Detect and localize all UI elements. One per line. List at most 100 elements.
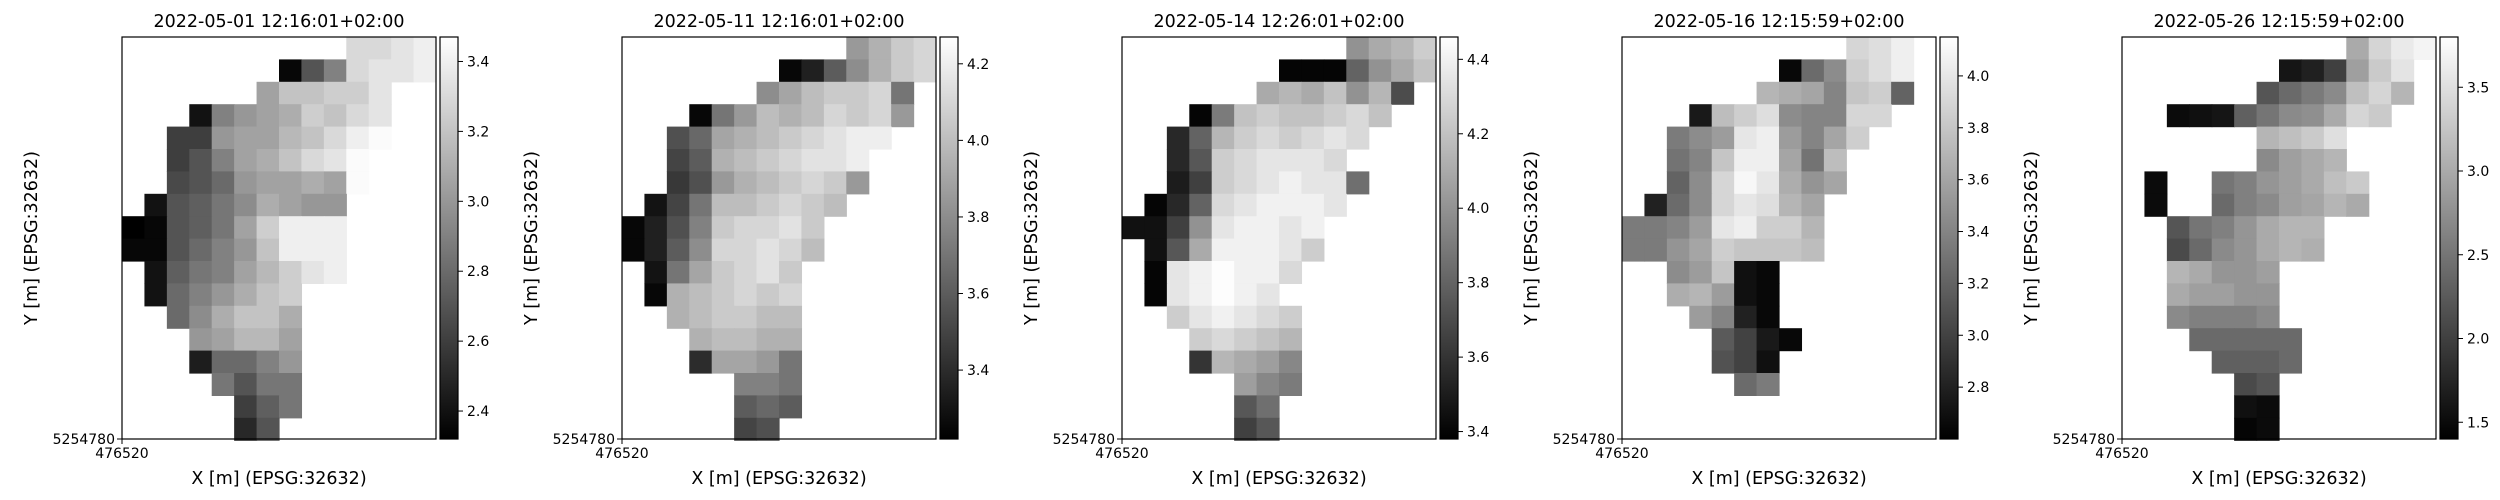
heatmap-cell [779,283,803,307]
heatmap-cell [734,193,758,217]
heatmap-cell [622,238,646,262]
colorbar [2439,36,2459,440]
colorbar [1439,36,1459,440]
heatmap-cell [1868,59,1892,83]
heatmap-cell [2189,238,2213,262]
heatmap-cell [1346,37,1370,60]
heatmap-cell [301,149,325,172]
colorbar-tick-label: 3.4 [967,363,989,379]
heatmap-cell [234,104,258,128]
heatmap-cell [368,126,392,150]
heatmap-cell [1144,283,1168,307]
heatmap-cell [1846,59,1870,83]
heatmap-cell [779,126,803,150]
heatmap-cell [279,193,303,217]
heatmap-cell [2346,81,2370,105]
heatmap-cell [1779,171,1803,195]
heatmap-cell [846,104,870,128]
heatmap-cell [346,104,370,128]
heatmap-cell [801,216,825,240]
heatmap-cell [256,126,280,150]
heatmap-cell [1189,216,1213,240]
heatmap-cell [346,171,370,195]
heatmap-cell [279,126,303,150]
heatmap-cell [1823,59,1847,83]
heatmap-cell [1234,193,1258,217]
heatmap-cell [2279,216,2303,240]
heatmap-cell [2323,171,2347,195]
axes-frame [1121,36,1437,440]
heatmap-cell [2368,37,2392,60]
heatmap-cell [2279,149,2303,172]
heatmap-cell [1756,126,1780,150]
heatmap-cell [1323,81,1347,105]
heatmap-cell [301,59,325,83]
heatmap-cell [1689,261,1713,284]
heatmap-cell [1301,149,1325,172]
heatmap-cell [823,149,847,172]
x-axis-label: X [m] (EPSG:32632) [1691,469,1866,489]
heatmap-cell [734,216,758,240]
heatmap-cell [323,59,347,83]
heatmap-cell [846,37,870,60]
heatmap-cell [1666,171,1690,195]
heatmap-cell [256,417,280,441]
heatmap-cell [2323,193,2347,217]
heatmap-cell [1413,59,1437,83]
colorbar-tick-label: 4.4 [1467,52,1489,68]
heatmap-cell [189,104,213,128]
heatmap-cells [1622,37,1915,396]
heatmap-cell [1279,305,1303,329]
heatmap-cell [868,81,892,105]
heatmap-cell [666,126,690,150]
heatmap-cell [1711,238,1735,262]
heatmap-cell [1323,193,1347,217]
heatmap-cell [166,126,190,150]
heatmap-cell [734,238,758,262]
heatmap-cell [1166,283,1190,307]
heatmap-cell [1689,149,1713,172]
heatmap-cell [846,149,870,172]
heatmap-cell [1801,193,1825,217]
heatmap-cell [279,216,303,240]
heatmap-cells [622,37,937,441]
heatmap-cell [868,59,892,83]
heatmap-cell [256,350,280,374]
heatmap-cell [234,216,258,240]
heatmap-cell [779,350,803,374]
colorbar-tick-label: 3.8 [967,210,989,226]
heatmap-cell [1166,149,1190,172]
heatmap-cell [234,193,258,217]
heatmap-cell [2256,126,2280,150]
heatmap-cell [346,37,370,60]
heatmap-cell [1734,261,1758,284]
heatmap-cell [2346,59,2370,83]
heatmap-cell [1279,350,1303,374]
heatmap-cell [1323,126,1347,150]
heatmap-cell [323,261,347,284]
heatmap-cell [256,395,280,419]
heatmap-cell [1323,171,1347,195]
heatmap-cell [734,104,758,128]
heatmap-cell [256,283,280,307]
colorbar-tick-label: 2.5 [2467,248,2489,264]
heatmap-cell [756,81,780,105]
heatmap-cell [823,81,847,105]
heatmap-cell [1234,171,1258,195]
y-axis-label: Y [m] (EPSG:32632) [22,151,42,326]
heatmap-cell [756,283,780,307]
heatmap-cell [1323,59,1347,83]
heatmap-cell [2256,328,2280,352]
heatmap-cell [689,216,713,240]
heatmap-cell [734,149,758,172]
heatmap-cell [279,328,303,352]
heatmap-cell [1779,104,1803,128]
colorbar-tick-label: 2.8 [1967,380,1989,396]
heatmap-cell [234,395,258,419]
heatmap-cell [756,328,780,352]
heatmap-cell [823,193,847,217]
heatmap-cells [122,37,437,441]
heatmap-cell [2189,261,2213,284]
heatmap-cell [1234,283,1258,307]
